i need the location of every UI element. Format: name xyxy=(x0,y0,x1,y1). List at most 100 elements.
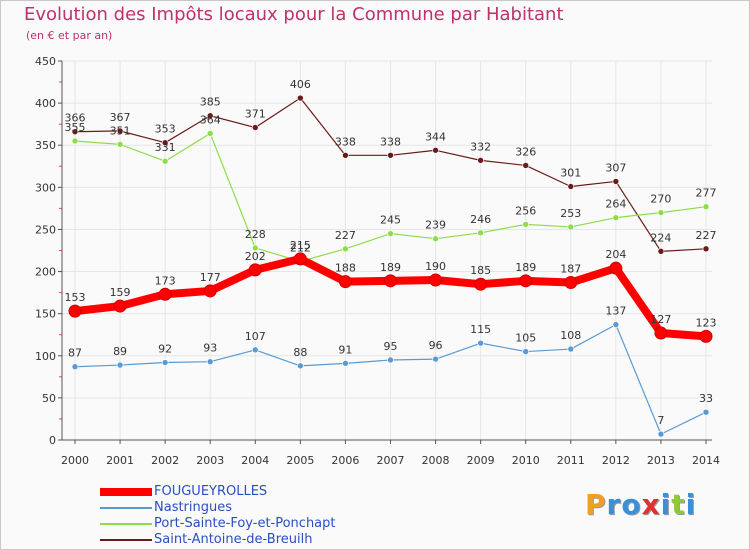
data-label: 190 xyxy=(425,260,446,273)
data-label: 332 xyxy=(470,140,491,153)
data-point xyxy=(432,146,439,154)
data-label: 189 xyxy=(515,261,536,274)
y-tick-label: 350 xyxy=(35,139,56,152)
data-label: 406 xyxy=(290,78,311,91)
x-tick-label: 2010 xyxy=(512,454,540,467)
data-point xyxy=(387,230,394,237)
data-point xyxy=(387,152,394,159)
data-label: 87 xyxy=(68,347,82,360)
data-label: 256 xyxy=(515,204,536,217)
data-label: 355 xyxy=(65,121,86,134)
data-label: 159 xyxy=(110,286,131,299)
data-point xyxy=(432,235,439,243)
data-point xyxy=(297,94,304,102)
data-point xyxy=(522,221,530,228)
chart-subtitle: (en € et par an) xyxy=(26,29,113,42)
data-point xyxy=(609,261,623,275)
data-label: 187 xyxy=(560,263,581,276)
data-label: 153 xyxy=(65,291,86,304)
x-tick-label: 2012 xyxy=(602,454,630,467)
data-label: 239 xyxy=(425,219,446,232)
legend-swatch xyxy=(100,488,152,496)
legend-label: Saint-Antoine-de-Breuilh xyxy=(154,532,313,547)
y-tick-label: 50 xyxy=(42,392,56,405)
data-point xyxy=(203,284,217,298)
data-point xyxy=(567,223,575,231)
data-label: 270 xyxy=(650,193,671,206)
data-point xyxy=(248,263,262,277)
data-label: 185 xyxy=(470,264,491,277)
legend-swatch xyxy=(100,539,152,541)
data-point xyxy=(161,359,169,366)
data-label: 385 xyxy=(200,96,221,109)
data-label: 264 xyxy=(605,198,626,211)
data-label: 301 xyxy=(560,166,581,179)
data-point xyxy=(564,276,578,290)
legend-label: Port-Sainte-Foy-et-Ponchapt xyxy=(154,516,336,531)
x-tick-label: 2009 xyxy=(467,454,495,467)
data-label: 228 xyxy=(245,228,266,241)
data-point xyxy=(71,137,79,145)
data-point xyxy=(293,252,307,266)
data-point xyxy=(116,141,124,148)
data-point xyxy=(429,273,443,287)
x-tick-label: 2003 xyxy=(196,454,224,467)
data-point xyxy=(251,124,259,131)
x-tick-label: 2014 xyxy=(692,454,720,467)
x-tick-label: 2007 xyxy=(377,454,405,467)
data-label: 91 xyxy=(338,343,352,356)
y-tick-label: 400 xyxy=(35,97,56,110)
data-label: 353 xyxy=(155,123,176,136)
data-label: 227 xyxy=(335,229,356,242)
legend-item: Nastringues xyxy=(100,500,420,516)
y-tick-label: 200 xyxy=(35,266,56,279)
data-label: 92 xyxy=(158,343,172,356)
y-tick-label: 450 xyxy=(35,55,56,68)
data-label: 107 xyxy=(245,330,266,343)
data-label: 224 xyxy=(650,231,671,244)
data-point xyxy=(297,362,304,370)
data-label: 344 xyxy=(425,130,446,143)
data-label: 127 xyxy=(650,313,671,326)
data-label: 331 xyxy=(155,141,176,154)
data-point xyxy=(113,299,127,313)
data-label: 351 xyxy=(110,124,131,137)
data-point xyxy=(522,162,530,169)
data-point xyxy=(699,329,713,343)
data-point xyxy=(522,348,530,355)
data-point xyxy=(158,287,172,301)
data-label: 326 xyxy=(515,145,536,158)
data-point xyxy=(477,339,484,347)
data-label: 93 xyxy=(203,342,217,355)
data-point xyxy=(432,355,439,363)
data-point xyxy=(342,360,349,367)
data-point xyxy=(161,139,169,146)
y-tick-label: 300 xyxy=(35,181,56,194)
data-point xyxy=(612,178,620,185)
data-point xyxy=(206,130,214,137)
axes: 0 50 100 150 200 250 300 350 400 450 2000 2001 2002 2… xyxy=(35,55,720,467)
data-point xyxy=(567,345,575,353)
data-point xyxy=(116,127,124,135)
data-label: 177 xyxy=(200,271,221,284)
chart-title: Evolution des Impôts locaux pour la Comm… xyxy=(24,4,564,25)
x-tick-label: 2011 xyxy=(557,454,585,467)
data-label: 96 xyxy=(429,339,443,352)
y-tick-label: 100 xyxy=(35,350,56,363)
data-point xyxy=(71,363,79,371)
data-point xyxy=(71,128,79,136)
data-label: 366 xyxy=(65,112,86,125)
data-label: 89 xyxy=(113,345,127,358)
data-point xyxy=(474,277,488,291)
data-label: 173 xyxy=(155,274,176,287)
proxiti-logo: Proxiti xyxy=(585,488,697,521)
data-label: 277 xyxy=(696,187,717,200)
x-tick-label: 2013 xyxy=(647,454,675,467)
data-point xyxy=(342,152,349,159)
legend-item: Port-Sainte-Foy-et-Ponchapt xyxy=(100,516,420,532)
data-point xyxy=(206,112,214,120)
x-tick-label: 2000 xyxy=(61,454,89,467)
data-point xyxy=(657,209,665,216)
data-point xyxy=(342,245,349,253)
